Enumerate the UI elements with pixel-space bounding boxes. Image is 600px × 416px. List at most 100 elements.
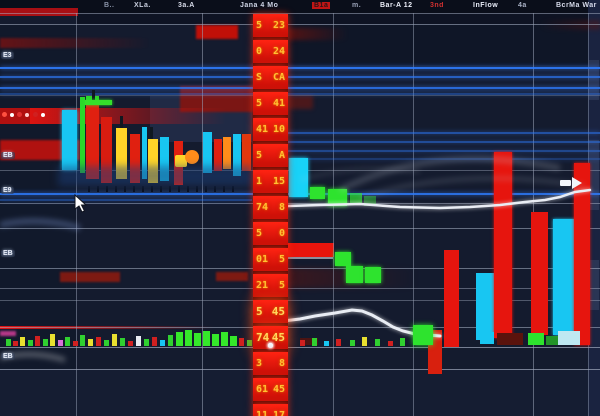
baseline-block — [528, 333, 544, 345]
ladder-cell-ask: CA — [272, 72, 285, 83]
scrollbar-thumb[interactable] — [589, 140, 599, 210]
panel — [0, 370, 600, 416]
ladder-cell[interactable]: 5 23 — [253, 14, 288, 40]
streak — [60, 272, 120, 282]
gray-wisp — [359, 176, 586, 200]
scrollbar-thumb[interactable] — [589, 260, 599, 310]
ribbon-bar — [176, 332, 183, 346]
ladder-cell-ask: 23 — [272, 20, 285, 31]
ribbon-bar — [375, 339, 380, 346]
comb-tick — [115, 186, 117, 192]
green-block — [85, 100, 112, 105]
comb-tick — [88, 186, 90, 192]
ladder-cell-ask: 41 — [272, 98, 285, 109]
ladder-cell-dots — [257, 342, 284, 348]
ladder-cell-ask: 45 — [272, 384, 285, 395]
ribbon-bar — [58, 340, 63, 346]
green-block — [364, 196, 376, 206]
ribbon-bar — [35, 336, 40, 346]
bars-right — [444, 250, 459, 347]
ladder-cell[interactable]: 21 5 — [253, 274, 288, 300]
comb-tick — [106, 186, 108, 192]
ladder-cell-ask: 24 — [272, 46, 285, 57]
bars-left — [92, 90, 95, 102]
green-block — [365, 267, 381, 283]
ladder-cell[interactable]: 61 45 — [253, 378, 288, 404]
ribbon-bar — [324, 341, 329, 346]
header-label: XLa. — [134, 2, 151, 9]
header-label: B1a — [312, 2, 331, 9]
bars-right — [531, 212, 548, 335]
comb-tick — [160, 186, 162, 192]
header-label: Jana 4 Mo — [240, 2, 279, 9]
baseline-block — [558, 331, 580, 345]
green-block — [328, 189, 347, 206]
h-gridline — [0, 300, 600, 301]
ribbon-bar — [203, 331, 210, 346]
bars-right — [553, 219, 576, 335]
ladder-cell[interactable]: 11 17 — [253, 404, 288, 416]
blue-price-line — [283, 132, 600, 134]
panel — [0, 0, 600, 13]
white-arrow-marker — [560, 180, 571, 186]
bars-left — [233, 134, 241, 176]
comb-tick — [205, 186, 207, 192]
scrollbar-thumb[interactable] — [589, 60, 599, 100]
ladder-cell[interactable]: 74 45 — [253, 326, 288, 352]
comb-tick — [178, 186, 180, 192]
ribbon-bar — [144, 339, 149, 346]
header-label: m. — [352, 2, 362, 9]
ladder-cell[interactable]: S CA — [253, 66, 288, 92]
ladder-cell[interactable]: 5 41 — [253, 92, 288, 118]
ladder-cell[interactable]: 01 5 — [253, 248, 288, 274]
ribbon-bar — [336, 339, 341, 346]
ribbon-bar — [50, 334, 55, 346]
bars-left — [242, 134, 251, 171]
ladder-cell[interactable]: 5 45 — [253, 300, 288, 326]
axis-price-label: EB — [1, 152, 15, 159]
ribbon-bar — [136, 336, 141, 346]
ladder-cell-ask: 0 — [278, 228, 285, 239]
streak — [0, 38, 150, 48]
ladder-cell[interactable]: 0 24 — [253, 40, 288, 66]
baseline-block — [480, 332, 494, 344]
ladder-cell[interactable]: 1 15 — [253, 170, 288, 196]
ribbon-bar — [221, 332, 228, 346]
h-gridline — [0, 347, 600, 348]
h-gridline — [0, 95, 600, 96]
streak — [196, 25, 238, 39]
ribbon-bar — [13, 341, 18, 346]
ladder-cell-bid: 0 — [256, 46, 263, 57]
ladder-cell-bid: 3 — [256, 358, 263, 369]
ladder-cell-bid: S — [256, 72, 263, 83]
green-block — [350, 193, 362, 204]
h-gridline — [0, 369, 600, 370]
comb-tick — [232, 186, 234, 192]
green-block — [335, 252, 351, 266]
ribbon-bar — [120, 338, 125, 346]
ladder-cell[interactable]: 74 8 — [253, 196, 288, 222]
comb-tick — [124, 186, 126, 192]
ladder-cell-bid: 1 — [256, 176, 263, 187]
blue-price-line — [283, 141, 600, 143]
ladder-cell[interactable]: 41 10 — [253, 118, 288, 144]
ribbon-bar — [65, 337, 70, 346]
streak — [0, 108, 30, 124]
mouse-cursor — [74, 193, 88, 213]
ribbon-bar — [96, 337, 101, 346]
comb-tick — [133, 186, 135, 192]
bars-left — [116, 128, 127, 179]
streak — [41, 113, 45, 117]
bars-right — [574, 163, 590, 345]
ladder-cell-ask: 17 — [272, 410, 285, 416]
ribbon-bar — [312, 338, 317, 346]
ribbon-bar — [128, 341, 133, 346]
streak — [0, 331, 16, 336]
